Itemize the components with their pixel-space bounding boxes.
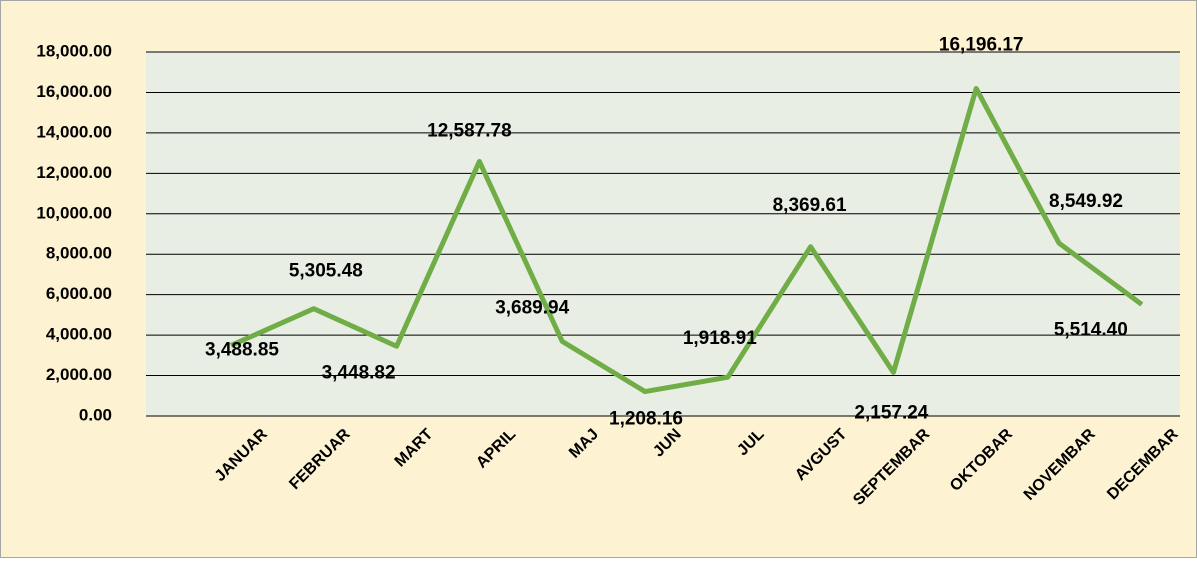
y-tick-label: 18,000.00 — [36, 41, 112, 60]
data-label: 1,208.16 — [609, 409, 683, 430]
y-tick-label: 0.00 — [79, 405, 112, 424]
data-label: 8,369.61 — [773, 195, 847, 216]
data-label: 3,448.82 — [322, 362, 396, 383]
data-line — [229, 85, 1144, 395]
y-tick-label: 2,000.00 — [46, 365, 112, 384]
y-tick-label: 8,000.00 — [46, 244, 112, 263]
data-label: 8,549.92 — [1049, 191, 1123, 212]
data-label: 5,305.48 — [289, 261, 363, 282]
data-label: 16,196.17 — [939, 34, 1024, 55]
y-tick-label: 16,000.00 — [36, 82, 112, 101]
data-label: 3,488.85 — [205, 339, 279, 360]
data-label: 5,514.40 — [1054, 320, 1128, 341]
plot-area — [146, 52, 1180, 416]
data-label: 3,689.94 — [495, 297, 569, 318]
data-label: 1,918.91 — [683, 328, 757, 349]
y-tick-label: 10,000.00 — [36, 203, 112, 222]
y-tick-label: 4,000.00 — [46, 325, 112, 344]
data-label: 12,587.78 — [427, 120, 512, 141]
y-tick-label: 14,000.00 — [36, 122, 112, 141]
data-label: 2,157.24 — [854, 402, 928, 423]
y-tick-label: 12,000.00 — [36, 163, 112, 182]
y-tick-label: 6,000.00 — [46, 284, 112, 303]
